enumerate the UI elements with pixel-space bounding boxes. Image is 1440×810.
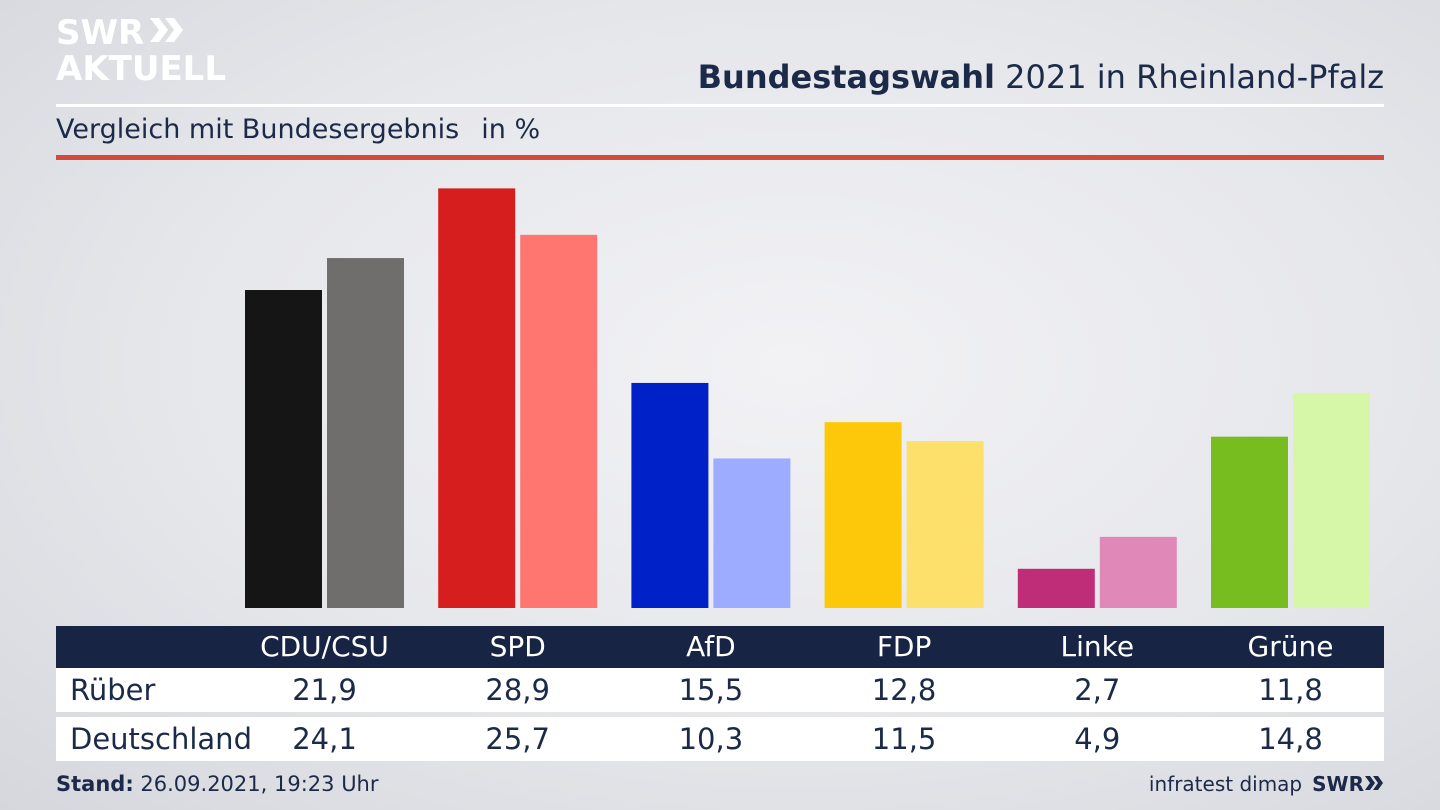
timestamp: Stand: 26.09.2021, 19:23 Uhr [56, 772, 379, 796]
swr-aktuell-logo: SWR AKTUELL [56, 16, 226, 86]
category-label: SPD [489, 630, 546, 663]
category-label: CDU/CSU [260, 630, 389, 663]
table-cell-value: 25,7 [485, 722, 550, 756]
table-cell-value: 4,9 [1074, 722, 1121, 756]
stand-value: 26.09.2021, 19:23 Uhr [140, 772, 379, 796]
source-credit: infratest dimap SWR [1149, 772, 1384, 796]
bar-grne-deutschland [1293, 393, 1370, 608]
title-divider [56, 104, 1384, 107]
table-cell-value: 12,8 [871, 673, 937, 707]
bar-spd-deutschland [520, 234, 598, 608]
table-cell-value: 11,5 [871, 722, 937, 756]
page-title: Bundestagswahl 2021 in Rheinland-Pfalz [698, 58, 1384, 96]
table-cell-value: 21,9 [292, 673, 357, 707]
bar-spd-rueber [438, 188, 516, 608]
table-cell-value: 15,5 [678, 673, 744, 707]
title-bold: Bundestagswahl [697, 58, 995, 96]
row-label-rueber: Rüber [70, 673, 156, 707]
table-cell-value: 11,8 [1258, 673, 1323, 707]
small-chevron-icon [1365, 776, 1383, 790]
category-label: FDP [876, 630, 932, 663]
logo-aktuell-text: AKTUELL [56, 49, 227, 89]
bar-grne-rueber [1211, 436, 1288, 608]
table-cell-value: 2,7 [1074, 673, 1121, 707]
table-cell-value: 14,8 [1258, 722, 1323, 756]
bar-fdp-rueber [824, 422, 902, 608]
swr-brand: SWR [1312, 772, 1384, 796]
bar-linke-deutschland [1099, 536, 1177, 608]
subtitle-divider [56, 155, 1384, 160]
table-row-rueber: Rüber 21,9 28,9 15,5 12,8 2,7 11,8 [56, 668, 1384, 712]
swr-brand-text: SWR [1312, 772, 1364, 796]
logo-swr-text: SWR [56, 13, 145, 53]
bar-cducsu-deutschland [327, 258, 404, 608]
table-row-deutschland: Deutschland 24,1 25,7 10,3 11,5 4,9 14,8 [56, 717, 1384, 761]
bar-linke-rueber [1017, 568, 1095, 608]
table-cell-value: 28,9 [485, 673, 550, 707]
category-label: Grüne [1247, 630, 1334, 663]
table-cell-value: 24,1 [292, 722, 357, 756]
unit-label: in % [481, 114, 541, 145]
stand-label: Stand: [56, 772, 134, 796]
table-cell-value: 10,3 [678, 722, 744, 756]
source-text: infratest dimap [1148, 772, 1303, 796]
table-header: CDU/CSU SPD AfD FDP Linke Grüne [56, 626, 1384, 668]
bar-fdp-deutschland [906, 441, 984, 608]
category-label: AfD [686, 630, 736, 663]
chart-subtitle: Vergleich mit Bundesergebnis in % [56, 114, 540, 145]
double-chevron-icon [148, 16, 186, 50]
title-rest: 2021 in Rheinland-Pfalz [1005, 58, 1384, 96]
row-label-deutschland: Deutschland [70, 722, 252, 756]
category-label: Linke [1060, 630, 1135, 663]
bar-afd-deutschland [713, 458, 791, 608]
subtitle-text: Vergleich mit Bundesergebnis [56, 114, 460, 145]
bar-afd-rueber [631, 382, 709, 608]
bar-cducsu-rueber [245, 290, 322, 608]
